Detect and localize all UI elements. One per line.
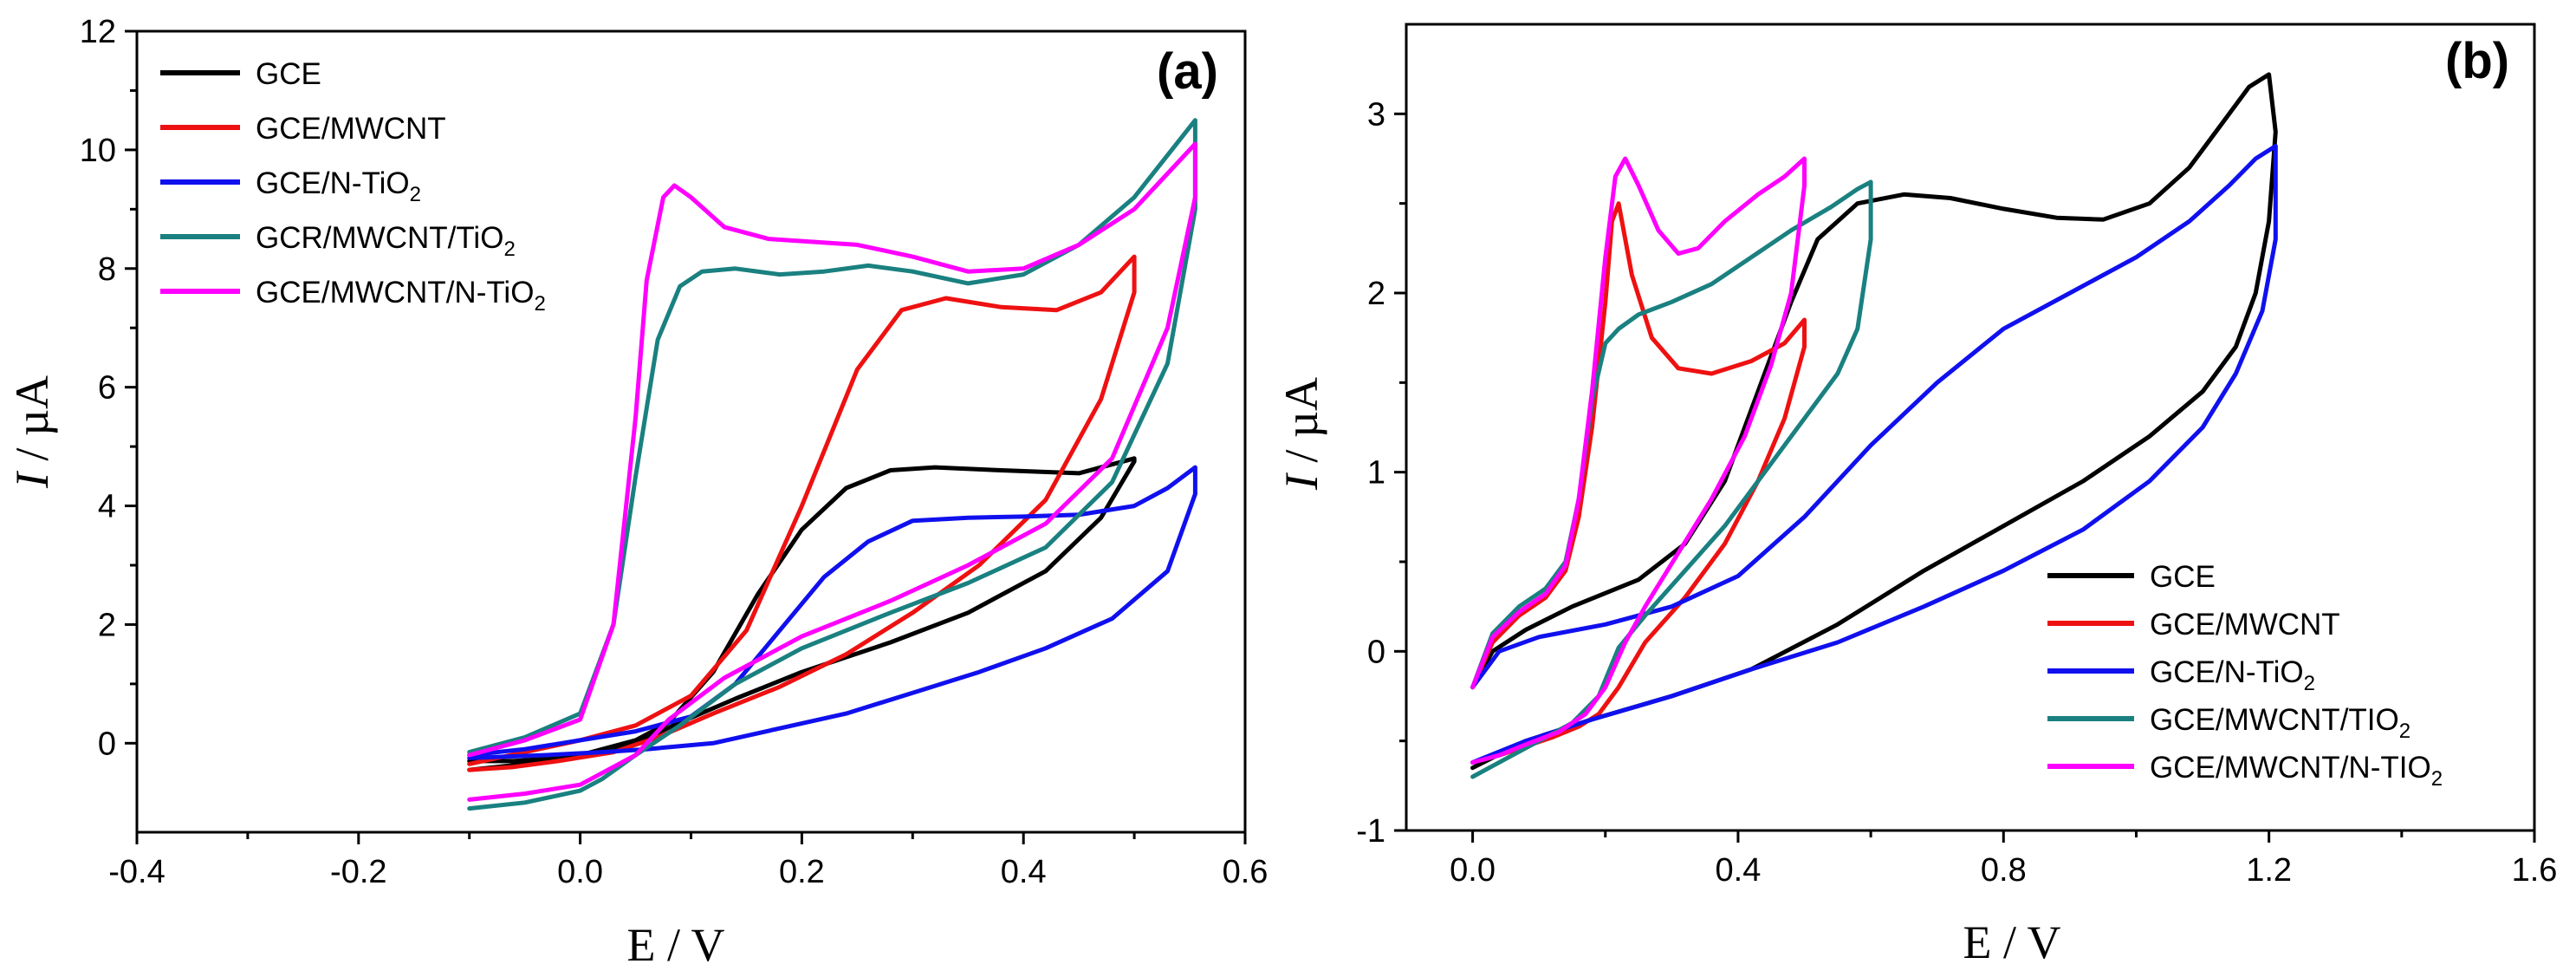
y-axis-title: I / µA [1275,377,1327,491]
y-tick-label: 2 [98,607,116,643]
x-tick-label: 0.8 [1981,852,2027,889]
panel-a: -0.4 -0.2 0.0 0.2 0.4 0.6 0 2 4 6 8 10 12 E / V I / µA… [6,14,1268,971]
legend-entry: GCE/MWCNT [2150,608,2340,642]
x-tick-label: 0.4 [1001,854,1047,890]
y-tick-label: 3 [1367,96,1385,133]
y-axis-title-symbol: I [6,470,58,489]
y-tick-label: 0 [1367,634,1385,670]
y-tick-label: 12 [80,14,116,50]
legend-entry: GCE/N-TiO2 [256,166,421,206]
y-tick-label: 1 [1367,455,1385,492]
y-axis-title-unit: / µA [6,375,58,472]
panel-label: (a) [1157,43,1218,100]
panel-b: 0.0 0.4 0.8 1.2 1.6 -1 0 1 2 3 E / V I / µA GCE GCE/M… [1275,23,2558,968]
x-tick-label: 0.4 [1716,852,1762,889]
x-tick-label: 0.6 [1223,854,1269,890]
plot-frame [1405,23,2536,832]
series-line [467,254,1137,772]
plot-frame [135,29,1247,834]
x-axis-title: E / V [1963,916,2060,968]
y-tick-label: 2 [1367,276,1385,312]
x-tick-label: 1.2 [2246,852,2292,889]
y-tick-label: 0 [98,726,116,762]
panel-label: (b) [2445,33,2509,89]
y-tick-label: -1 [1356,813,1385,850]
x-tick-label: -0.4 [108,854,165,890]
y-tick-label: 10 [80,133,116,169]
x-tick-label: -0.2 [330,854,386,890]
series-line [1470,144,2278,765]
x-tick-label: 1.6 [2512,852,2558,889]
legend-entry: GCE [256,57,321,91]
legend-entry: GCR/MWCNT/TiO2 [256,221,516,261]
legend-entry: GCE/MWCNT [256,112,446,146]
y-axis-title-symbol: I [1275,472,1327,491]
x-axis-title: E / V [626,919,724,971]
y-tick-label: 8 [98,251,116,288]
series-line [467,118,1197,811]
series-line [1470,201,1807,765]
legend-entry: GCE [2150,560,2216,594]
y-axis-title: I / µA [6,375,58,489]
series-line [1470,156,1807,765]
series-line [1470,72,2278,771]
legend-entry: GCE/N-TiO2 [2150,655,2315,695]
y-tick-label: 4 [98,489,116,525]
y-axis-title-unit: / µA [1275,377,1327,474]
y-tick-label: 6 [98,370,116,407]
legend-entry: GCE/MWCNT/N-TIO2 [2150,751,2443,791]
series-line [467,141,1197,802]
legend-entry: GCE/MWCNT/N-TiO2 [256,276,546,316]
x-tick-label: 0.2 [779,854,825,890]
x-tick-label: 0.0 [1450,852,1496,889]
series-line [1470,179,1873,779]
legend-entry: GCE/MWCNT/TIO2 [2150,703,2411,743]
x-tick-label: 0.0 [557,854,603,890]
